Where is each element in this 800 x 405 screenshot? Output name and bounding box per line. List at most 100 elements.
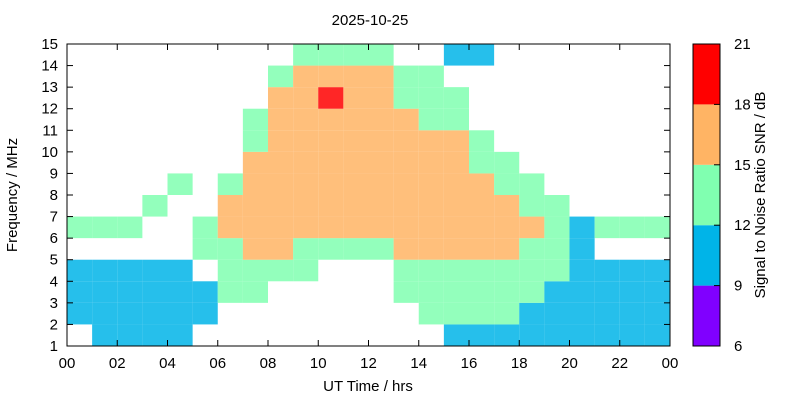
heatmap-cell xyxy=(519,173,545,195)
heatmap-cell xyxy=(318,87,344,109)
heatmap-cell xyxy=(368,151,394,174)
heatmap-cell xyxy=(418,281,444,303)
heatmap-cell xyxy=(117,216,143,239)
heatmap-cell xyxy=(569,281,595,303)
heatmap-cell xyxy=(443,238,469,260)
heatmap-cell xyxy=(343,173,369,195)
y-tick-label: 10 xyxy=(41,144,58,161)
heatmap-cell xyxy=(268,216,294,239)
y-tick-label: 7 xyxy=(50,209,58,226)
heatmap-cell xyxy=(67,302,93,325)
heatmap-cell xyxy=(368,238,394,260)
heatmap-cell xyxy=(67,216,93,239)
x-tick-label: 00 xyxy=(662,355,679,372)
heatmap-cell xyxy=(293,65,319,88)
heatmap-cell xyxy=(494,238,520,260)
colorbar-segment xyxy=(693,225,720,286)
heatmap-cell xyxy=(318,44,344,66)
y-tick-label: 13 xyxy=(41,79,58,96)
heatmap-cell xyxy=(469,173,495,195)
heatmap-cell xyxy=(217,238,243,260)
colorbar-tick-label: 18 xyxy=(734,96,751,113)
heatmap-cell xyxy=(293,259,319,282)
y-axis-label: Frequency / MHz xyxy=(4,138,21,252)
heatmap-cell xyxy=(569,302,595,325)
heatmap-cell xyxy=(494,281,520,303)
heatmap-cell xyxy=(268,130,294,152)
heatmap-cell xyxy=(192,216,218,239)
heatmap-cell xyxy=(519,259,545,282)
heatmap-cell xyxy=(519,324,545,346)
heatmap-cell xyxy=(619,324,645,346)
heatmap-cell xyxy=(418,151,444,174)
heatmap-cell xyxy=(343,151,369,174)
x-tick-label: 04 xyxy=(159,355,176,372)
heatmap-cell xyxy=(242,130,268,152)
heatmap-cell xyxy=(142,281,168,303)
heatmap-cell xyxy=(494,195,520,217)
colorbar-tick-label: 12 xyxy=(734,217,751,234)
heatmap-cell xyxy=(242,259,268,282)
heatmap-cell xyxy=(393,259,419,282)
heatmap-cell xyxy=(368,108,394,131)
heatmap-cell xyxy=(469,44,495,66)
heatmap-cell xyxy=(418,108,444,131)
heatmap-cell xyxy=(242,195,268,217)
heatmap-cell xyxy=(293,108,319,131)
heatmap-cell xyxy=(268,173,294,195)
heatmap-cell xyxy=(594,324,620,346)
heatmap-cell xyxy=(443,108,469,131)
x-tick-label: 06 xyxy=(209,355,226,372)
heatmap-cell xyxy=(418,216,444,239)
heatmap-cell xyxy=(293,151,319,174)
heatmap-cell xyxy=(117,324,143,346)
heatmap-cell xyxy=(569,238,595,260)
heatmap-cell xyxy=(393,130,419,152)
x-axis-label: UT Time / hrs xyxy=(323,378,413,395)
heatmap-cell xyxy=(569,259,595,282)
heatmap-cell xyxy=(167,302,193,325)
heatmap-cell xyxy=(343,65,369,88)
heatmap-cell xyxy=(393,108,419,131)
heatmap-cell xyxy=(393,65,419,88)
heatmap-cell xyxy=(544,259,570,282)
x-tick-label: 16 xyxy=(461,355,478,372)
x-tick-label: 20 xyxy=(561,355,578,372)
heatmap-cell xyxy=(544,281,570,303)
heatmap-cell xyxy=(343,108,369,131)
heatmap-cell xyxy=(318,238,344,260)
heatmap-cell xyxy=(544,195,570,217)
heatmap-cell xyxy=(418,173,444,195)
colorbar-segment xyxy=(693,285,720,346)
heatmap-cell xyxy=(268,151,294,174)
colorbar-segment xyxy=(693,44,720,105)
heatmap-cell xyxy=(519,216,545,239)
heatmap-cell xyxy=(594,302,620,325)
heatmap-cell xyxy=(443,87,469,109)
y-tick-label: 14 xyxy=(41,58,58,75)
heatmap-cell xyxy=(519,281,545,303)
heatmap-cell xyxy=(644,216,670,239)
heatmap-cell xyxy=(293,44,319,66)
heatmap-cell xyxy=(619,216,645,239)
heatmap-cell xyxy=(268,87,294,109)
heatmap-cell xyxy=(167,259,193,282)
heatmap-cell xyxy=(268,108,294,131)
heatmap-cell xyxy=(494,324,520,346)
x-tick-label: 00 xyxy=(59,355,76,372)
heatmap-cell xyxy=(469,281,495,303)
heatmap-cell xyxy=(242,216,268,239)
heatmap-cell xyxy=(443,130,469,152)
heatmap-cell xyxy=(242,151,268,174)
y-tick-label: 15 xyxy=(41,36,58,53)
y-tick-label: 6 xyxy=(50,230,58,247)
heatmap-cell xyxy=(318,173,344,195)
colorbar-label: Signal to Noise Ratio SNR / dB xyxy=(752,92,769,299)
heatmap-cell xyxy=(393,173,419,195)
heatmap-cell xyxy=(469,324,495,346)
heatmap-cell xyxy=(569,216,595,239)
heatmap-cell xyxy=(318,65,344,88)
heatmap-cell xyxy=(494,259,520,282)
y-tick-label: 9 xyxy=(50,165,58,182)
heatmap-cell xyxy=(92,302,118,325)
